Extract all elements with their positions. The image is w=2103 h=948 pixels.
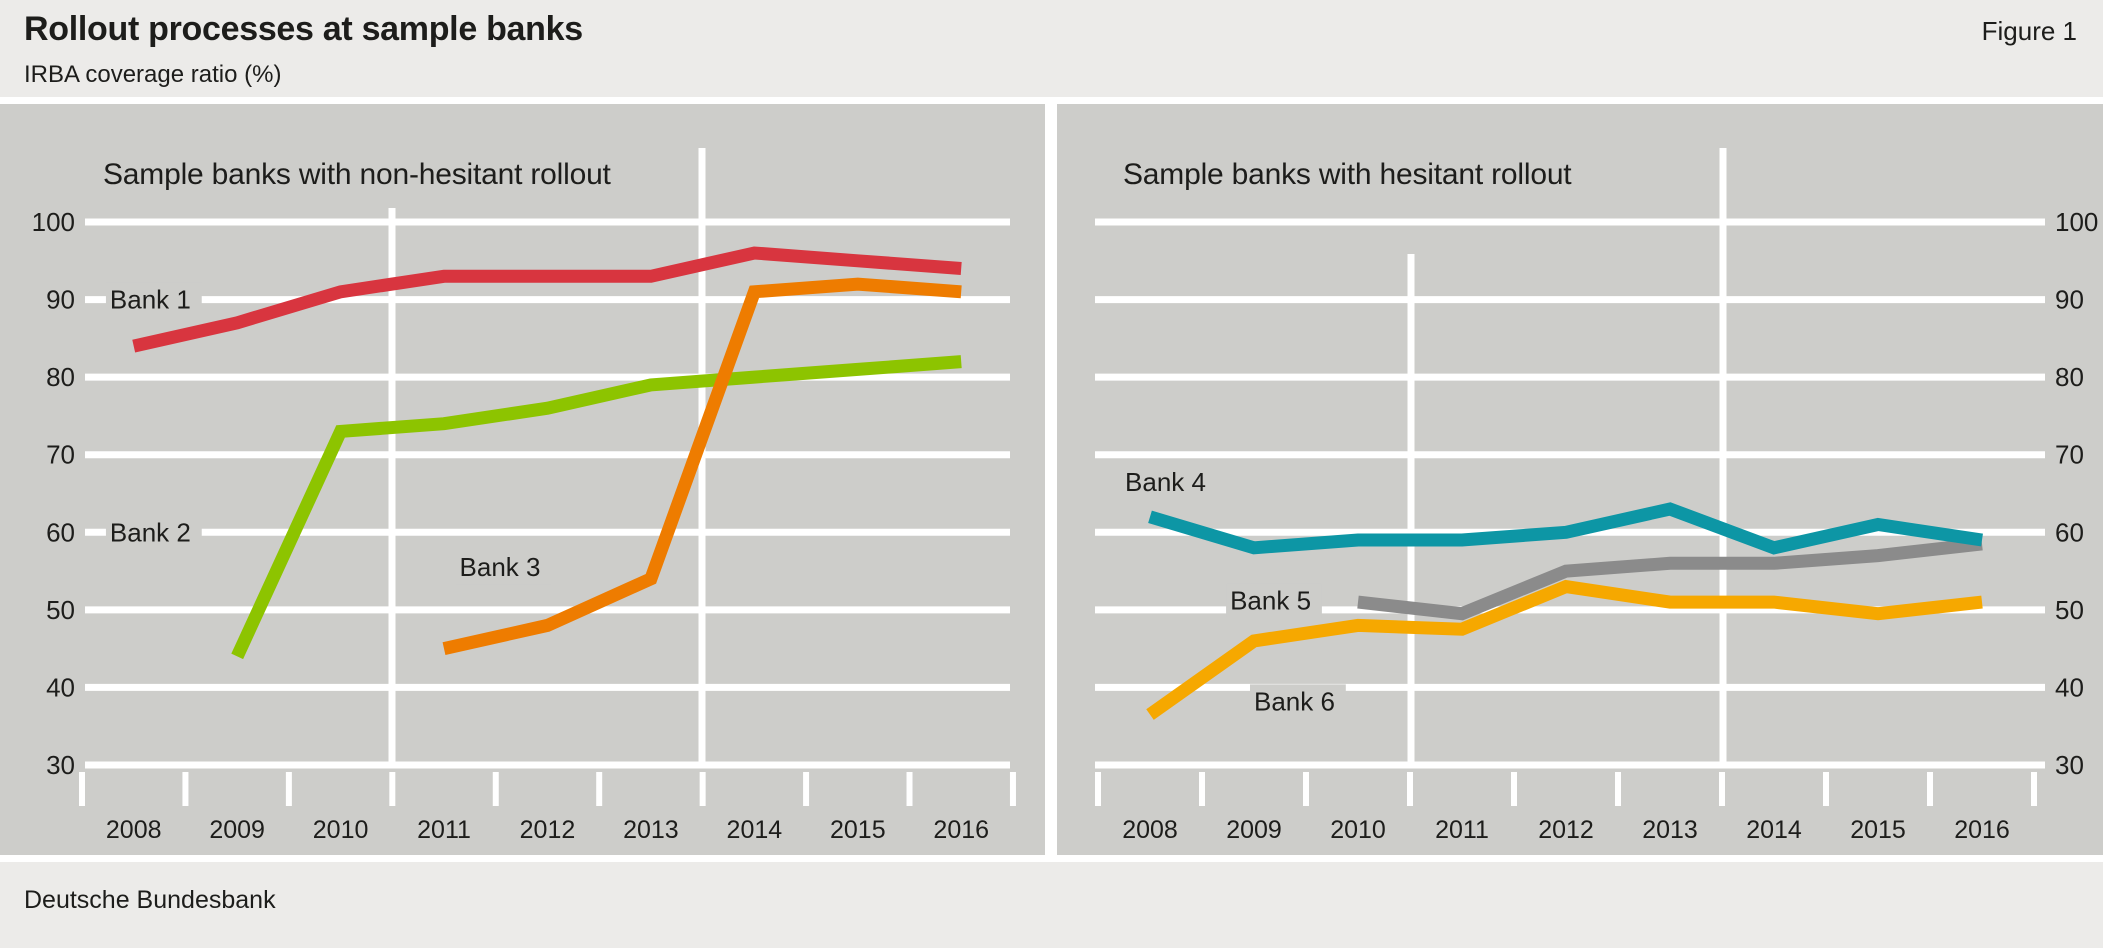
y-tick-label-100: 100 bbox=[32, 207, 75, 237]
header-band: Rollout processes at sample banks Figure… bbox=[0, 0, 2103, 97]
source-label: Deutsche Bundesbank bbox=[24, 886, 276, 914]
y-tick-label-30: 30 bbox=[2055, 750, 2084, 780]
y-tick-label-50: 50 bbox=[2055, 595, 2084, 625]
y-tick-label-70: 70 bbox=[46, 440, 75, 470]
series-line-bank-1 bbox=[132, 246, 962, 353]
x-tick-label-2011: 2011 bbox=[417, 816, 471, 844]
y-tick-label-30: 30 bbox=[46, 750, 75, 780]
x-tick-label-2014: 2014 bbox=[727, 816, 783, 844]
figure-number-label: Figure 1 bbox=[1981, 16, 2077, 46]
series-label-mask-bank-6 bbox=[1250, 684, 1346, 719]
hesitant-rollout-chart: 2008 2009 2010 2011 2012 2013 2014 2015 2016 100 9… bbox=[1095, 148, 2098, 844]
series-label-mask-bank-1 bbox=[105, 282, 202, 317]
series-label-bank-1: Bank 1 bbox=[110, 285, 191, 315]
x-tick-label-2010: 2010 bbox=[1330, 816, 1386, 844]
series-label-mask-bank-4 bbox=[1121, 464, 1217, 499]
x-tick-label-2009: 2009 bbox=[209, 816, 265, 844]
y-tick-label-100: 100 bbox=[2055, 207, 2098, 237]
y-tick-label-60: 60 bbox=[2055, 517, 2084, 547]
x-tick-label-2012: 2012 bbox=[1538, 816, 1594, 844]
axis-unit-subtitle: IRBA coverage ratio (%) bbox=[24, 61, 282, 88]
panel-hesitant: 2008 2009 2010 2011 2012 2013 2014 2015 2016 100 9… bbox=[1057, 104, 2103, 855]
chart-title-1: Sample banks with hesitant rollout bbox=[1123, 158, 1572, 191]
y-tick-label-60: 60 bbox=[46, 517, 75, 547]
y-tick-label-40: 40 bbox=[2055, 672, 2084, 702]
x-tick-label-2015: 2015 bbox=[1850, 816, 1906, 844]
x-tick-label-2008: 2008 bbox=[1122, 816, 1178, 844]
x-tick-label-2011: 2011 bbox=[1435, 816, 1489, 844]
x-tick-label-2014: 2014 bbox=[1746, 816, 1802, 844]
x-tick-label-2010: 2010 bbox=[313, 816, 369, 844]
series-label-bank-3: Bank 3 bbox=[460, 552, 541, 582]
series-line-bank-3 bbox=[442, 277, 962, 655]
series-line-bank-5 bbox=[1357, 537, 1983, 621]
chart-title-0: Sample banks with non-hesitant rollout bbox=[103, 158, 612, 191]
series-line-bank-2 bbox=[231, 355, 962, 660]
y-tick-label-90: 90 bbox=[46, 285, 75, 315]
series-line-bank-4 bbox=[1148, 502, 1983, 555]
y-tick-label-40: 40 bbox=[46, 672, 75, 702]
series-label-bank-6: Bank 6 bbox=[1254, 686, 1335, 716]
series-label-mask-bank-2 bbox=[105, 515, 202, 550]
x-tick-label-2008: 2008 bbox=[106, 816, 162, 844]
y-tick-label-50: 50 bbox=[46, 595, 75, 625]
series-label-bank-5: Bank 5 bbox=[1230, 586, 1311, 616]
series-label-mask-bank-3 bbox=[455, 550, 552, 585]
series-label-mask-bank-5 bbox=[1226, 583, 1322, 618]
panel-non-hesitant: 2008 2009 2010 2011 2012 2013 2014 2015 2016 100 9… bbox=[0, 104, 1045, 855]
series-label-bank-2: Bank 2 bbox=[110, 517, 191, 547]
x-tick-label-2016: 2016 bbox=[933, 816, 989, 844]
x-tick-label-2009: 2009 bbox=[1226, 816, 1282, 844]
footer-band: Deutsche Bundesbank bbox=[0, 862, 2103, 948]
non-hesitant-rollout-chart: 2008 2009 2010 2011 2012 2013 2014 2015 2016 100 9… bbox=[32, 148, 1016, 844]
x-tick-label-2013: 2013 bbox=[623, 816, 679, 844]
series-line-bank-6 bbox=[1146, 579, 1983, 720]
series-label-bank-4: Bank 4 bbox=[1125, 467, 1206, 497]
y-tick-label-90: 90 bbox=[2055, 285, 2084, 315]
y-tick-label-80: 80 bbox=[2055, 362, 2084, 392]
page-title: Rollout processes at sample banks bbox=[24, 10, 583, 48]
x-tick-label-2015: 2015 bbox=[830, 816, 886, 844]
x-tick-label-2013: 2013 bbox=[1642, 816, 1698, 844]
x-tick-label-2016: 2016 bbox=[1954, 816, 2010, 844]
y-tick-label-70: 70 bbox=[2055, 440, 2084, 470]
y-tick-label-80: 80 bbox=[46, 362, 75, 392]
x-tick-label-2012: 2012 bbox=[520, 816, 576, 844]
